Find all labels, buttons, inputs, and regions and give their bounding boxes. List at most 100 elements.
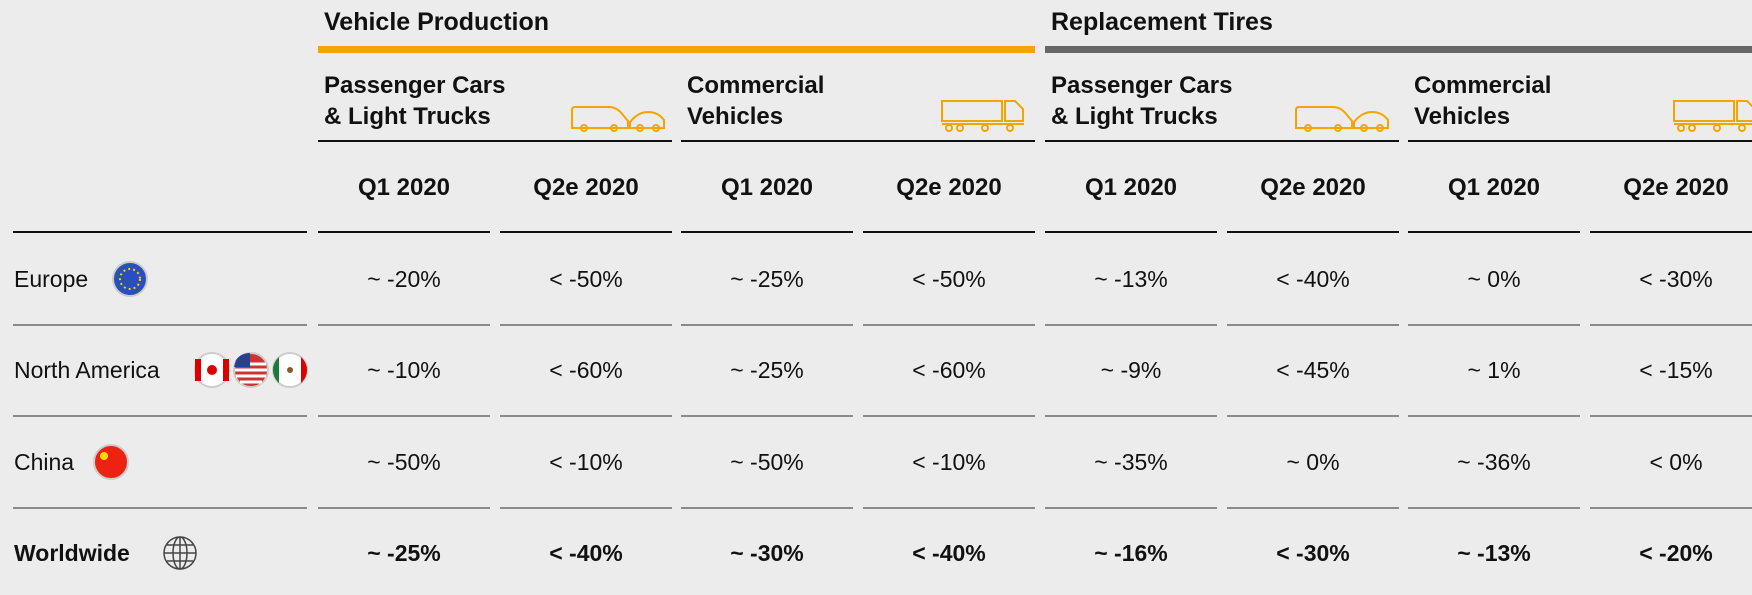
- cell: ~ -20%: [367, 266, 441, 292]
- cell: ~ -25%: [367, 540, 441, 566]
- row-separator: [1590, 324, 1752, 326]
- globe-icon: [163, 536, 197, 570]
- group-rule: [1045, 46, 1752, 53]
- group-title: Vehicle Production: [324, 8, 550, 36]
- cell: ~ 0%: [1467, 266, 1521, 292]
- row-separator: [318, 324, 490, 326]
- cell: < -40%: [912, 540, 986, 566]
- cell: < -40%: [1276, 266, 1350, 292]
- subgroup-rule: [681, 140, 1035, 142]
- cell: < -30%: [1276, 540, 1350, 566]
- subgroup-title: Commercial: [687, 72, 825, 99]
- row-separator: [1590, 415, 1752, 417]
- row-separator: [863, 507, 1035, 509]
- column-header: Q2e 2020: [896, 174, 1002, 201]
- region-label: Worldwide: [14, 540, 130, 566]
- row-separator: [681, 324, 853, 326]
- header-rule: [318, 231, 490, 233]
- row-separator: [1408, 507, 1580, 509]
- cell: ~ -13%: [1457, 540, 1531, 566]
- truck-icon: [1673, 100, 1752, 132]
- flag-cn: [93, 444, 129, 480]
- row-separator: [863, 324, 1035, 326]
- column-header: Q1 2020: [1447, 174, 1541, 201]
- cell: ~ -35%: [1094, 449, 1168, 475]
- group-rule: [318, 46, 1035, 53]
- region-label: Europe: [14, 266, 89, 292]
- subgroup-title: Passenger Cars: [324, 72, 506, 99]
- column-header: Q2e 2020: [1260, 174, 1366, 201]
- cell: < -10%: [912, 449, 986, 475]
- header-rule: [681, 231, 853, 233]
- row-separator: [1227, 507, 1399, 509]
- cell: < -30%: [1639, 266, 1713, 292]
- column-header: Q2e 2020: [533, 174, 639, 201]
- row-separator: [318, 415, 490, 417]
- row-separator: [1408, 324, 1580, 326]
- flag-eu: [112, 261, 148, 297]
- flag-ca: [194, 352, 230, 388]
- cell: < -15%: [1639, 357, 1713, 383]
- cell: < -45%: [1276, 357, 1350, 383]
- row-separator: [1408, 415, 1580, 417]
- row-separator: [1590, 507, 1752, 509]
- row-separator: [318, 507, 490, 509]
- row-separator: [681, 415, 853, 417]
- cell: ~ -9%: [1100, 357, 1162, 383]
- subgroup-title: Commercial: [1414, 72, 1552, 99]
- cell: < 0%: [1649, 449, 1703, 475]
- cell: ~ -50%: [730, 449, 804, 475]
- column-header: Q2e 2020: [1623, 174, 1729, 201]
- cell: ~ -25%: [730, 357, 804, 383]
- cell: < -50%: [549, 266, 623, 292]
- column-header: Q1 2020: [1084, 174, 1178, 201]
- cell: ~ -10%: [367, 357, 441, 383]
- cell: < -20%: [1639, 540, 1713, 566]
- row-separator: [500, 415, 672, 417]
- cell: < -40%: [549, 540, 623, 566]
- car-icon: [571, 106, 665, 132]
- cell: < -60%: [912, 357, 986, 383]
- row-separator: [1227, 324, 1399, 326]
- region-label: China: [14, 449, 75, 475]
- subgroup-rule: [1045, 140, 1399, 142]
- header-rule: [1590, 231, 1752, 233]
- cell: ~ -36%: [1457, 449, 1531, 475]
- header-rule: [863, 231, 1035, 233]
- header-rule: [1408, 231, 1580, 233]
- cell: < -10%: [549, 449, 623, 475]
- cell: ~ -30%: [730, 540, 804, 566]
- cell: ~ 0%: [1286, 449, 1340, 475]
- group-title: Replacement Tires: [1051, 8, 1273, 36]
- row-separator: [681, 507, 853, 509]
- header-rule: [500, 231, 672, 233]
- row-separator: [1045, 415, 1217, 417]
- row-separator: [13, 324, 307, 326]
- column-header: Q1 2020: [357, 174, 451, 201]
- cell: ~ -13%: [1094, 266, 1168, 292]
- row-separator: [500, 507, 672, 509]
- row-separator: [500, 324, 672, 326]
- flag-us: [233, 352, 269, 388]
- subgroup-title: Vehicles: [687, 103, 784, 130]
- cell: ~ -50%: [367, 449, 441, 475]
- header-rule: [1045, 231, 1217, 233]
- subgroup-title: Passenger Cars: [1051, 72, 1233, 99]
- row-separator: [13, 415, 307, 417]
- row-separator: [1227, 415, 1399, 417]
- car-icon: [1295, 106, 1389, 132]
- subgroup-title: & Light Trucks: [1051, 103, 1218, 130]
- truck-icon: [941, 100, 1024, 132]
- column-header: Q1 2020: [720, 174, 814, 201]
- cell: < -60%: [549, 357, 623, 383]
- subgroup-rule: [1408, 140, 1752, 142]
- cell: ~ -25%: [730, 266, 804, 292]
- flag-mx: [272, 352, 308, 388]
- cell: ~ 1%: [1467, 357, 1521, 383]
- subgroup-title: Vehicles: [1414, 103, 1511, 130]
- subgroup-rule: [318, 140, 672, 142]
- row-separator: [1045, 507, 1217, 509]
- header-rule: [13, 231, 307, 233]
